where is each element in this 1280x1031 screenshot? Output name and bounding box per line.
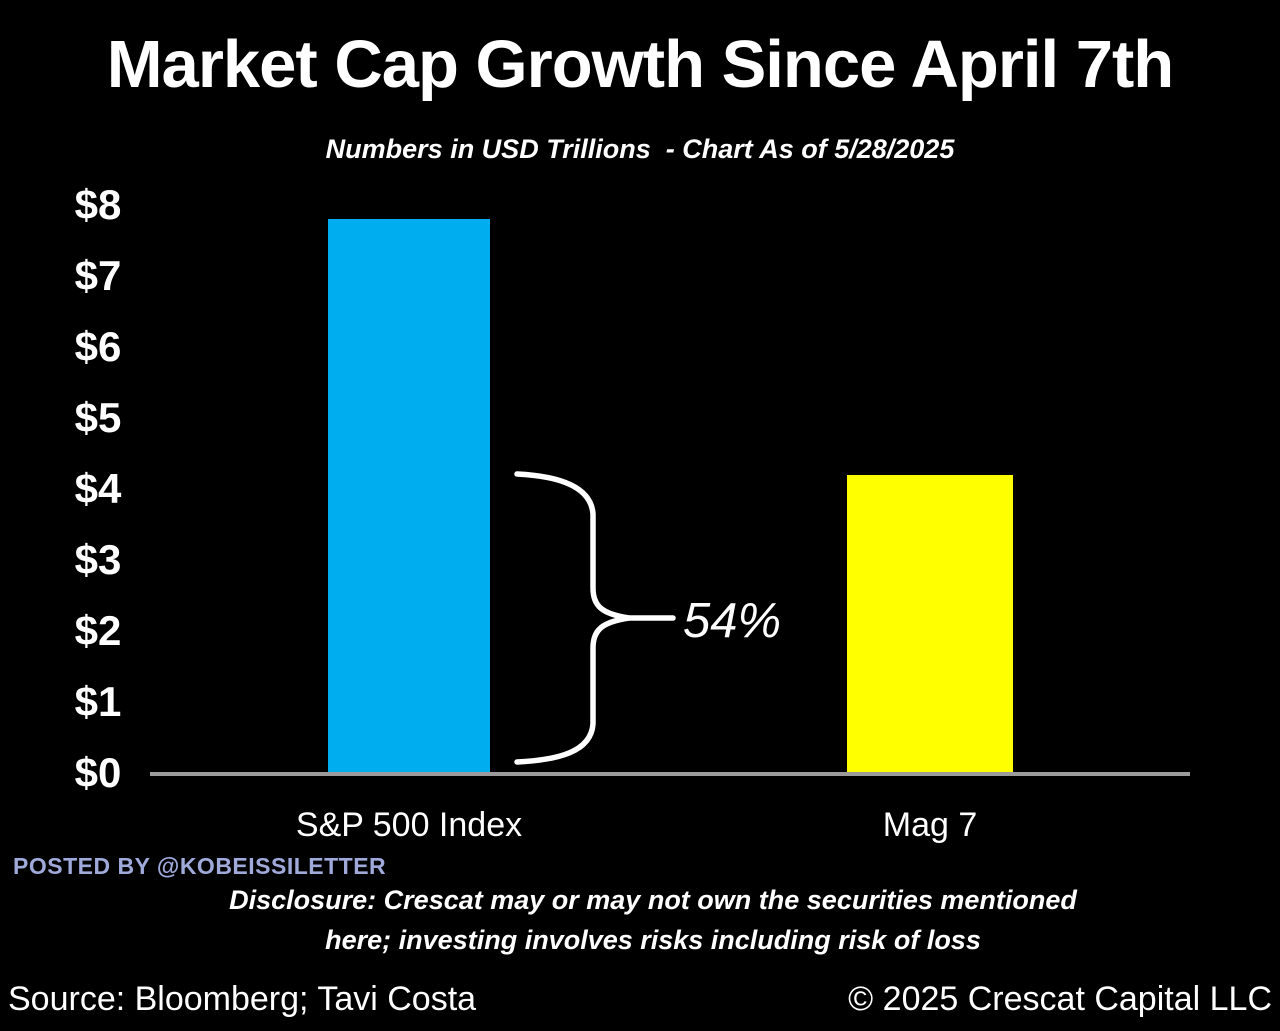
chart-title: Market Cap Growth Since April 7th <box>106 27 1174 102</box>
y-axis-tick-label: $8 <box>74 181 122 228</box>
source-credit: Source: Bloomberg; Tavi Costa <box>8 980 477 1018</box>
y-axis-tick-label: $1 <box>74 678 122 725</box>
growth-percentage-label: 54% <box>683 594 782 648</box>
y-axis-tick-label: $6 <box>74 323 122 370</box>
y-axis-tick-label: $2 <box>74 607 122 654</box>
y-axis-tick-label: $4 <box>74 465 122 512</box>
y-axis-tick-label: $0 <box>74 749 122 796</box>
chart-subtitle: Numbers in USD Trillions - Chart As of 5… <box>325 134 955 164</box>
disclosure-line-1: Disclosure: Crescat may or may not own t… <box>229 885 1077 915</box>
y-axis-tick-label: $5 <box>74 394 122 441</box>
bar-mag7 <box>847 474 1013 775</box>
x-axis-category-label: Mag 7 <box>882 806 978 844</box>
disclosure-text: Disclosure: Crescat may or may not own t… <box>26 880 1280 960</box>
posted-by-attribution: POSTED BY @KOBEISSILETTER <box>13 853 387 879</box>
copyright-notice: © 2025 Crescat Capital LLC <box>848 980 1272 1018</box>
y-axis-tick-label: $7 <box>74 252 122 299</box>
disclosure-line-2: here; investing involves risks including… <box>325 925 981 955</box>
bar-sp500 <box>328 219 490 775</box>
y-axis-tick-label: $3 <box>74 536 122 583</box>
x-axis-line <box>150 772 1190 776</box>
x-axis-category-label: S&P 500 Index <box>295 806 523 844</box>
